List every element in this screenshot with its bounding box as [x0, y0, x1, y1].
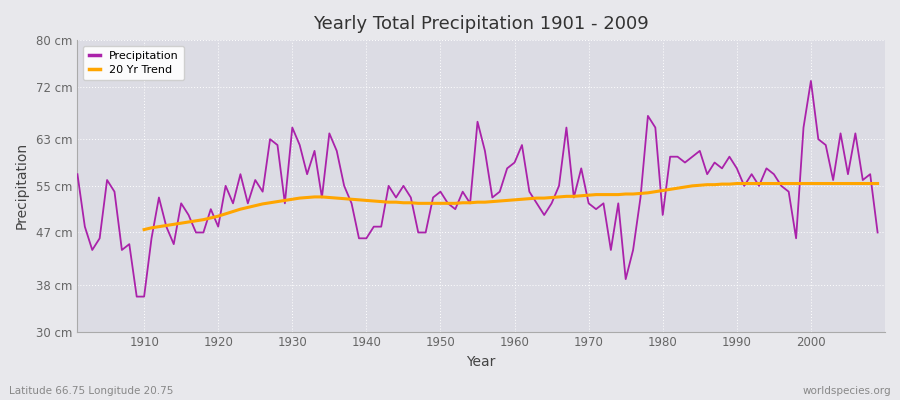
Precipitation	[517, 143, 527, 148]
Text: worldspecies.org: worldspecies.org	[803, 386, 891, 396]
20 Yr Trend	[820, 181, 831, 186]
20 Yr Trend	[517, 197, 527, 202]
Precipitation	[806, 78, 816, 83]
Precipitation	[72, 172, 83, 176]
Line: Precipitation: Precipitation	[77, 81, 878, 297]
20 Yr Trend	[842, 181, 853, 186]
20 Yr Trend	[576, 193, 587, 198]
Legend: Precipitation, 20 Yr Trend: Precipitation, 20 Yr Trend	[83, 46, 184, 80]
20 Yr Trend	[309, 194, 320, 199]
20 Yr Trend	[732, 181, 742, 186]
Precipitation	[302, 172, 312, 176]
Y-axis label: Precipitation: Precipitation	[15, 142, 29, 230]
X-axis label: Year: Year	[466, 355, 496, 369]
Title: Yearly Total Precipitation 1901 - 2009: Yearly Total Precipitation 1901 - 2009	[313, 15, 649, 33]
Text: Latitude 66.75 Longitude 20.75: Latitude 66.75 Longitude 20.75	[9, 386, 174, 396]
20 Yr Trend	[872, 181, 883, 186]
Precipitation	[131, 294, 142, 299]
20 Yr Trend	[139, 227, 149, 232]
Precipitation	[606, 248, 616, 252]
Precipitation	[872, 230, 883, 235]
Precipitation	[139, 294, 149, 299]
20 Yr Trend	[280, 198, 291, 203]
Line: 20 Yr Trend: 20 Yr Trend	[144, 184, 878, 230]
Precipitation	[346, 201, 357, 206]
Precipitation	[509, 160, 520, 165]
